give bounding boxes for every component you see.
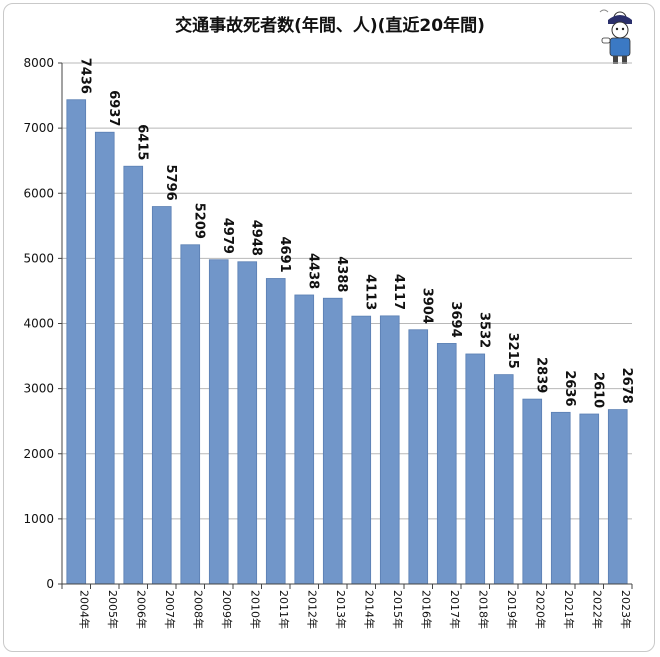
data-label: 2610 bbox=[590, 372, 605, 408]
data-label: 3904 bbox=[419, 288, 434, 324]
x-tick-label: 2007年 bbox=[163, 590, 177, 629]
data-label: 2839 bbox=[533, 357, 548, 393]
data-label: 4117 bbox=[391, 274, 406, 310]
data-label: 5796 bbox=[163, 165, 178, 201]
x-tick-label: 2008年 bbox=[191, 590, 205, 629]
x-tick-label: 2017年 bbox=[448, 590, 462, 629]
bar bbox=[550, 411, 571, 585]
x-tick-labels: 2004年 2005年 2006年 2007年 2008年 2009年 2010年 2011年… bbox=[77, 590, 633, 629]
mascot-icon bbox=[599, 9, 632, 64]
x-tick-label: 2018年 bbox=[476, 590, 490, 629]
x-tick-label: 2016年 bbox=[419, 590, 433, 629]
bar bbox=[94, 131, 115, 585]
bar bbox=[351, 315, 372, 585]
x-tick-label: 2005年 bbox=[106, 590, 120, 629]
bar bbox=[522, 398, 543, 585]
data-label: 5209 bbox=[191, 203, 206, 239]
x-tick-label: 2020年 bbox=[533, 590, 547, 629]
bar bbox=[265, 278, 286, 585]
x-tick-label: 2022年 bbox=[590, 590, 604, 629]
data-labels: 7436 6937 6415 5796 5209 4979 4948 4691 4438 4388… bbox=[77, 58, 634, 408]
chart-title: 交通事故死者数(年間、人)(直近20年間) bbox=[175, 15, 485, 36]
y-tick-label: 3000 bbox=[23, 382, 54, 396]
data-label: 6415 bbox=[134, 124, 149, 160]
bars bbox=[66, 99, 628, 585]
data-label: 4691 bbox=[277, 236, 292, 272]
y-tick-label: 8000 bbox=[23, 56, 54, 70]
x-tick-label: 2021年 bbox=[562, 590, 576, 629]
x-tick-label: 2010年 bbox=[248, 590, 262, 629]
x-tick-label: 2023年 bbox=[619, 590, 633, 629]
data-label: 2636 bbox=[562, 370, 577, 406]
y-tick-label: 1000 bbox=[23, 512, 54, 526]
bar bbox=[123, 165, 144, 585]
data-label: 4979 bbox=[220, 218, 235, 254]
data-label: 3532 bbox=[476, 312, 491, 348]
data-label: 4388 bbox=[334, 256, 349, 292]
data-label: 3694 bbox=[448, 301, 463, 337]
bar bbox=[465, 353, 486, 585]
y-tick-label: 2000 bbox=[23, 447, 54, 461]
x-tick-label: 2011年 bbox=[277, 590, 291, 629]
data-label: 7436 bbox=[77, 58, 92, 94]
bar bbox=[208, 259, 229, 585]
bar bbox=[436, 343, 457, 585]
bar bbox=[579, 413, 600, 585]
y-tick-label: 5000 bbox=[23, 251, 54, 265]
x-tick-label: 2006年 bbox=[134, 590, 148, 629]
x-tick-label: 2019年 bbox=[505, 590, 519, 629]
bar bbox=[66, 99, 87, 585]
bar bbox=[151, 206, 172, 585]
bar bbox=[237, 261, 258, 585]
y-tick-labels: 0 1000 2000 3000 4000 5000 6000 7000 8000 bbox=[23, 56, 54, 591]
x-tick-label: 2015年 bbox=[391, 590, 405, 629]
x-tick-label: 2012年 bbox=[305, 590, 319, 629]
y-tick-label: 4000 bbox=[23, 317, 54, 331]
bar bbox=[607, 409, 628, 585]
data-label: 2678 bbox=[619, 368, 634, 404]
bar bbox=[408, 329, 429, 585]
bar bbox=[180, 244, 201, 585]
y-tick-label: 7000 bbox=[23, 121, 54, 135]
x-tick-label: 2009年 bbox=[220, 590, 234, 629]
bar bbox=[294, 294, 315, 585]
axes bbox=[61, 63, 633, 589]
bar bbox=[379, 315, 400, 585]
x-tick-label: 2013年 bbox=[334, 590, 348, 629]
bar bbox=[322, 297, 343, 585]
data-label: 4948 bbox=[248, 220, 263, 256]
x-tick-label: 2014年 bbox=[362, 590, 376, 629]
bar bbox=[493, 374, 514, 585]
y-tick-label: 0 bbox=[46, 577, 54, 591]
data-label: 4438 bbox=[305, 253, 320, 289]
data-label: 3215 bbox=[505, 333, 520, 369]
y-tick-label: 6000 bbox=[23, 186, 54, 200]
x-tick-label: 2004年 bbox=[77, 590, 91, 629]
data-label: 4113 bbox=[362, 274, 377, 310]
data-label: 6937 bbox=[106, 90, 121, 126]
